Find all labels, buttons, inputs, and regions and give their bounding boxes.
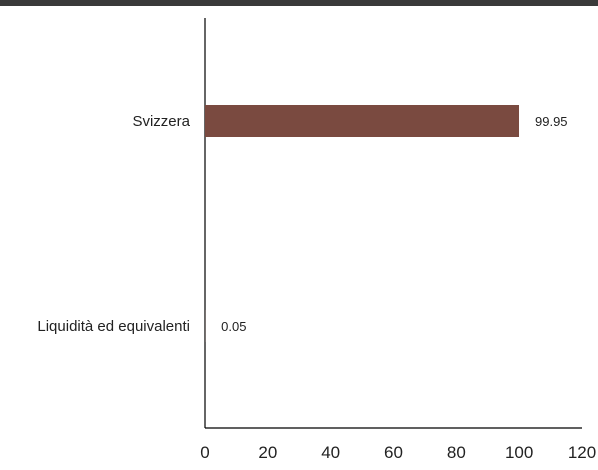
x-tick-label: 80 [447, 443, 466, 462]
x-tick-label: 120 [568, 443, 596, 462]
x-tick-label: 20 [258, 443, 277, 462]
data-label: 0.05 [221, 319, 246, 334]
x-tick-label: 40 [321, 443, 340, 462]
data-label: 99.95 [535, 114, 568, 129]
category-label: Liquidità ed equivalenti [37, 318, 190, 335]
x-tick-label: 100 [505, 443, 533, 462]
x-tick-label: 0 [200, 443, 209, 462]
x-tick-label: 60 [384, 443, 403, 462]
top-rule [0, 0, 598, 6]
category-label: Svizzera [132, 113, 190, 130]
bar [205, 105, 520, 137]
